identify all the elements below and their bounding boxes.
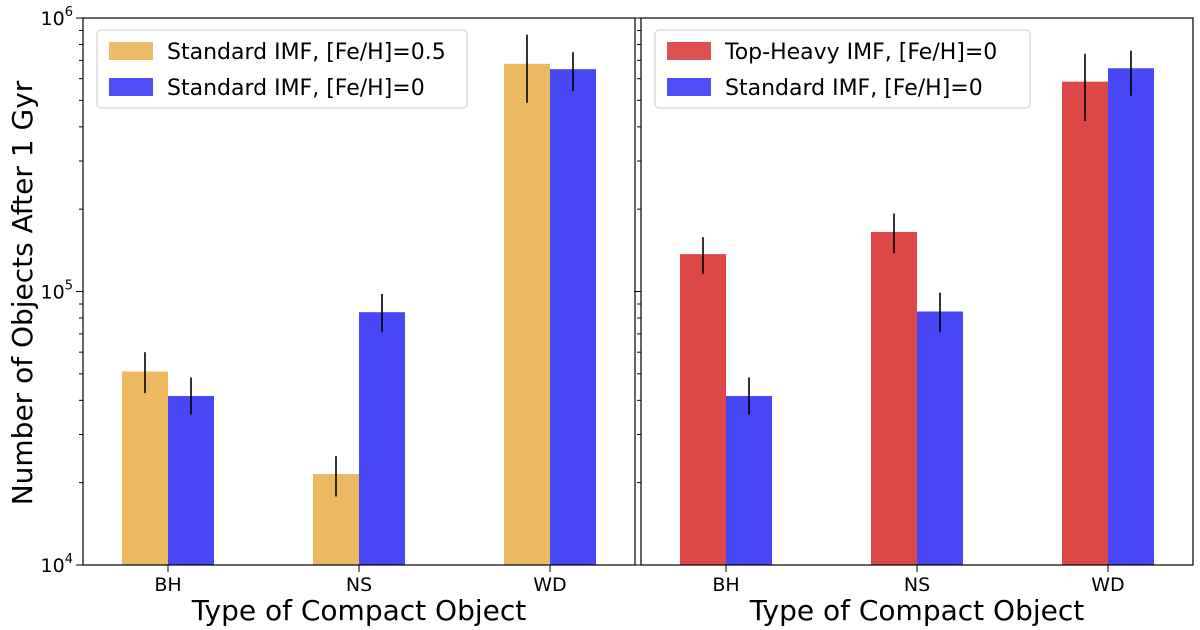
legend-label-0: Top-Heavy IMF, [Fe/H]=0	[724, 40, 997, 65]
bar-bh-series-0	[122, 371, 169, 565]
x-tick-label-bh: BH	[712, 574, 739, 596]
bar-wd-series-1	[549, 69, 596, 565]
x-tick-label-ns: NS	[904, 574, 930, 596]
legend: Top-Heavy IMF, [Fe/H]=0 Standard IMF, [Fe…	[654, 29, 1031, 109]
left-panel: 104 105 106 BH NS WD Type of Compact Object Sta…	[41, 5, 636, 627]
y-tick-label: 106	[41, 5, 73, 30]
bar-wd-series-0	[503, 63, 550, 566]
x-tick-label-ns: NS	[346, 574, 372, 596]
bar-bh-series-0	[680, 254, 727, 565]
legend-swatch-0	[667, 42, 711, 60]
bar-ns-series-1	[359, 312, 405, 565]
bar-ns-series-1	[917, 311, 963, 565]
x-axis-label: Type of Compact Object	[191, 594, 526, 627]
y-tick-label: 104	[41, 552, 73, 577]
legend-box	[96, 29, 468, 109]
x-tick-label-wd: WD	[1091, 574, 1124, 596]
bar-bh-series-1	[726, 395, 773, 565]
legend-label-1: Standard IMF, [Fe/H]=0	[167, 76, 425, 101]
x-tick-label-bh: BH	[154, 574, 181, 596]
legend-label-0: Standard IMF, [Fe/H]=0.5	[167, 40, 446, 65]
legend-label-1: Standard IMF, [Fe/H]=0	[725, 76, 983, 101]
x-tick-label-wd: WD	[533, 574, 566, 596]
y-axis-label: Number of Objects After 1 Gyr	[6, 80, 39, 505]
legend: Standard IMF, [Fe/H]=0.5 Standard IMF, [F…	[96, 29, 468, 109]
legend-swatch-0	[109, 42, 153, 60]
legend-swatch-1	[667, 78, 711, 96]
bar-bh-series-1	[168, 395, 215, 565]
bar-wd-series-0	[1061, 81, 1108, 566]
x-axis-label: Type of Compact Object	[749, 594, 1084, 627]
bar-ns-series-0	[871, 232, 917, 566]
bar-wd-series-1	[1107, 68, 1154, 566]
legend-swatch-1	[109, 78, 153, 96]
right-panel: BH NS WD Type of Compact Object Top-Heavy IM…	[634, 17, 1194, 627]
legend-box	[654, 29, 1031, 109]
y-tick-label: 105	[41, 279, 73, 304]
